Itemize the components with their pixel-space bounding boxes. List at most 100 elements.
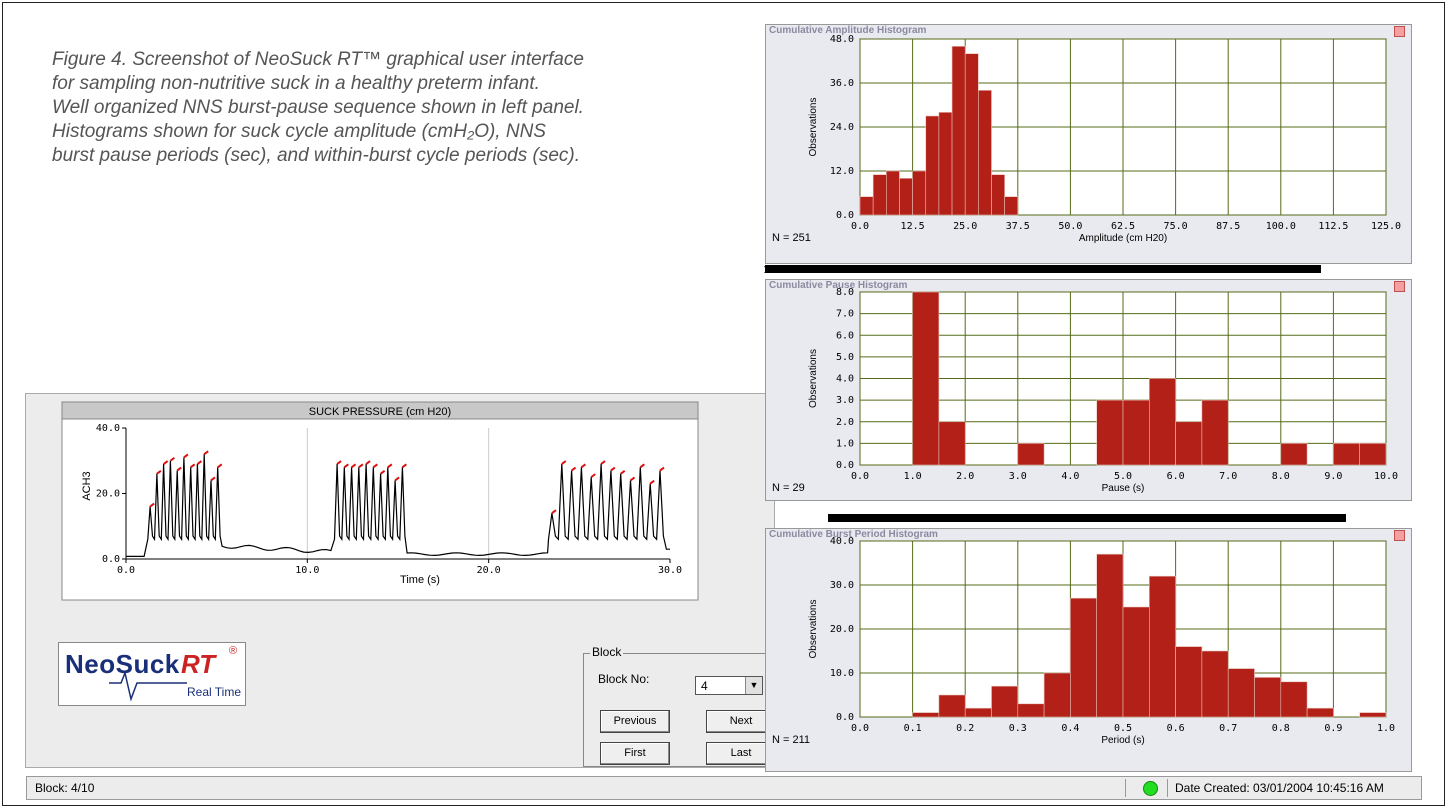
caption-line: Histograms shown for suck cycle amplitud… [52, 121, 546, 142]
histogram-bar [1148, 575, 1176, 718]
status-bar: Block: 4/10 Date Created: 03/01/2004 10:… [26, 776, 1422, 800]
y-tick-label: 20.0 [830, 624, 854, 635]
histogram-bar [912, 170, 927, 216]
peak-marker [183, 453, 189, 459]
block-groupbox: Block Block No: 4 ▼ Previous Next First … [583, 645, 776, 767]
pressure-title: SUCK PRESSURE (cm H20) [309, 406, 451, 418]
amplitude-histogram-window: Cumulative Amplitude Histogram 0.0 12.5 25… [765, 24, 1412, 264]
x-axis-label: Amplitude (cm H20) [1079, 233, 1167, 244]
chevron-down-icon[interactable]: ▼ [745, 677, 762, 694]
peak-marker [156, 470, 162, 475]
pressure-ylabel: ACH3 [81, 471, 93, 500]
peak-marker [210, 476, 216, 482]
histogram-bar [1306, 707, 1334, 718]
last-button[interactable]: Last [706, 742, 776, 765]
x-tick-label: 0.0 [117, 565, 135, 576]
status-block: Block: 4/10 [35, 781, 95, 795]
x-tick-label: 0.6 [1167, 723, 1185, 734]
x-tick-label: 3.0 [1009, 471, 1027, 482]
amplitude-histogram-chart: 0.0 12.5 25.0 37.5 50.0 62.5 75.0 87.5 100.0 112.… [772, 34, 1401, 244]
previous-button[interactable]: Previous [600, 710, 670, 733]
peak-marker [163, 460, 169, 465]
peak-marker [649, 479, 655, 485]
x-tick-label: 0.5 [1114, 723, 1132, 734]
status-date-created: Date Created: 03/01/2004 10:45:16 AM [1175, 781, 1384, 795]
logo-rt: RT [181, 649, 216, 679]
x-tick-label: 0.9 [1324, 723, 1342, 734]
peak-marker [379, 470, 386, 475]
peak-marker [176, 466, 182, 472]
close-icon[interactable] [1394, 530, 1405, 541]
next-button[interactable]: Next [706, 710, 776, 733]
x-tick-label: 0.3 [1009, 723, 1027, 734]
x-tick-label: 0.0 [851, 471, 869, 482]
x-tick-label: 1.0 [1377, 723, 1395, 734]
logo-name: NeoSuck [65, 649, 180, 679]
histogram-bar [1280, 681, 1308, 718]
peak-marker [600, 460, 606, 465]
y-tick-label: 6.0 [836, 330, 854, 341]
histogram-bar [1201, 399, 1229, 466]
y-tick-label: 30.0 [830, 580, 854, 591]
y-axis-label: Observations [808, 600, 819, 659]
suck-pressure-panel: SUCK PRESSURE (cm H20) ACH3 Time (s) 0.0… [61, 401, 699, 601]
y-tick-label: 24.0 [830, 122, 854, 133]
histogram-bar [1227, 668, 1255, 718]
x-tick-label: 10.0 [295, 565, 319, 576]
peak-marker [365, 460, 371, 465]
peak-marker [190, 463, 196, 469]
histogram-bar [991, 685, 1019, 718]
peak-marker [350, 463, 357, 469]
histogram-bar [1201, 650, 1229, 718]
y-tick-label: 0.0 [836, 210, 854, 221]
histogram-bar [1070, 597, 1097, 718]
sample-count: N = 29 [772, 482, 805, 494]
pause-scroll-strip[interactable] [828, 514, 1346, 522]
block-number-select[interactable]: 4 ▼ [695, 676, 763, 695]
status-divider [1167, 779, 1168, 797]
histogram-bar [912, 712, 940, 718]
y-tick-label: 0.0 [836, 712, 854, 723]
block-legend: Block [590, 645, 624, 659]
y-tick-label: 1.0 [836, 438, 854, 449]
histogram-bar [859, 196, 874, 216]
histogram-bar [1359, 443, 1387, 466]
peak-marker [590, 473, 596, 478]
amplitude-histogram-title: Cumulative Amplitude Histogram [769, 25, 927, 36]
logo-registered: ® [229, 645, 238, 657]
y-tick-label: 36.0 [830, 78, 854, 89]
histogram-bar [1254, 677, 1282, 718]
sample-count: N = 251 [772, 232, 811, 244]
peak-marker [336, 460, 342, 465]
peak-marker [551, 509, 557, 514]
x-tick-label: 25.0 [953, 221, 977, 232]
x-tick-label: 10.0 [1374, 471, 1398, 482]
peak-marker [659, 466, 665, 472]
histogram-bar [1004, 196, 1019, 216]
close-icon[interactable] [1394, 281, 1405, 292]
x-tick-label: 87.5 [1216, 221, 1240, 232]
y-tick-label: 3.0 [836, 395, 854, 406]
peak-marker [561, 460, 567, 465]
peak-marker [401, 463, 407, 469]
y-tick-label: 0.0 [102, 554, 120, 565]
x-tick-label: 1.0 [904, 471, 922, 482]
first-button[interactable]: First [600, 742, 670, 765]
x-axis-label: Pause (s) [1102, 483, 1145, 494]
status-divider [1125, 779, 1126, 797]
period-histogram-title: Cumulative Burst Period Histogram [769, 529, 938, 540]
y-tick-label: 8.0 [836, 287, 854, 298]
amplitude-scroll-strip[interactable] [765, 265, 1321, 273]
histogram-bar [1122, 399, 1150, 466]
figure-caption: Figure 4. Screenshot of NeoSuck RT™ grap… [52, 48, 752, 168]
caption-line: Well organized NNS burst-pause sequence … [52, 97, 584, 118]
peak-marker [387, 463, 393, 469]
y-tick-label: 2.0 [836, 417, 854, 428]
x-tick-label: 2.0 [956, 471, 974, 482]
peak-marker [394, 476, 400, 482]
peak-marker [372, 463, 378, 469]
x-tick-label: 7.0 [1219, 471, 1237, 482]
x-tick-label: 0.1 [904, 723, 922, 734]
close-icon[interactable] [1394, 26, 1405, 37]
